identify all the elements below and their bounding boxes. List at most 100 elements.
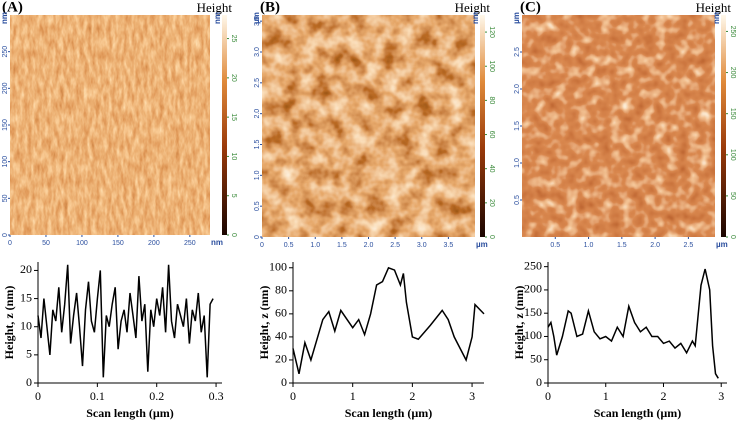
image-y-tick-label: 3.5 <box>254 16 261 26</box>
image-x-tick-label: 2.0 <box>364 242 374 249</box>
image-y-tick-label: 150 <box>2 119 9 131</box>
image-x-tick-label: 3.5 <box>444 242 454 249</box>
colorbar-tick-label: 20 <box>230 74 237 82</box>
y-axis-label: Height, z (nm) <box>2 286 16 360</box>
image-y-tick-label: 0.5 <box>254 201 261 211</box>
x-tick-label: 0.2 <box>149 389 164 403</box>
y-axis-label: Height, z (nm) <box>257 286 271 360</box>
x-tick-label: 0.3 <box>209 389 224 403</box>
image-y-tick-label: 250 <box>2 46 9 58</box>
image-x-tick-label: 50 <box>42 240 50 247</box>
image-x-tick-label: 1.5 <box>617 242 627 249</box>
image-x-tick-label: 2.5 <box>684 242 694 249</box>
profile-line <box>292 266 485 374</box>
image-x-unit: µm <box>476 240 488 249</box>
colorbar-tick-label: 10 <box>230 153 237 161</box>
y-tick-label: 200 <box>524 282 542 296</box>
image-y-tick-label: 1.0 <box>514 158 521 168</box>
image-y-tick-label: 1.5 <box>514 121 521 131</box>
colorbar-tick-label: 15 <box>230 113 237 121</box>
y-tick-label: 50 <box>530 351 542 365</box>
y-tick-label: 0 <box>536 375 542 389</box>
image-x-tick-label: 200 <box>148 240 160 247</box>
colorbar-tick-label: 0 <box>230 233 237 237</box>
image-title: Height <box>455 0 491 15</box>
colorbar-unit: nm <box>471 12 480 24</box>
colorbar <box>222 15 227 235</box>
colorbar-tick-label: 120 <box>488 26 495 38</box>
image-y-tick-label: 0.5 <box>514 195 521 205</box>
colorbar-tick-label: 80 <box>488 96 495 104</box>
y-tick-label: 5 <box>26 347 32 361</box>
colorbar-tick-label: 100 <box>729 149 736 161</box>
image-y-tick-label: 1.0 <box>254 170 261 180</box>
colorbar <box>721 15 726 237</box>
image-y-tick-label: 100 <box>2 156 9 168</box>
y-tick-label: 100 <box>524 328 542 342</box>
y-tick-label: 60 <box>275 306 287 320</box>
colorbar-tick-label: 5 <box>230 194 237 198</box>
colorbar-tick-label: 40 <box>488 165 495 173</box>
image-y-tick-label: 0 <box>254 235 261 239</box>
y-tick-label: 20 <box>275 352 287 366</box>
y-tick-label: 0 <box>26 375 32 389</box>
x-axis-label: Scan length (µm) <box>86 406 174 420</box>
image-x-tick-label: 100 <box>76 240 88 247</box>
x-tick-label: 1 <box>350 389 356 403</box>
image-x-tick-label: 150 <box>112 240 124 247</box>
image-y-tick-label: 3.0 <box>254 47 261 57</box>
image-x-unit: µm <box>716 240 728 249</box>
image-x-tick-label: 1.0 <box>310 242 320 249</box>
image-y-unit: nm <box>0 12 9 24</box>
image-x-tick-label: 3.0 <box>417 242 427 249</box>
afm-image <box>522 15 715 237</box>
image-x-tick-label: 2.5 <box>390 242 400 249</box>
y-tick-label: 10 <box>20 318 32 332</box>
x-tick-label: 2 <box>409 389 415 403</box>
colorbar-tick-label: 20 <box>488 199 495 207</box>
image-y-tick-label: 2.0 <box>514 84 521 94</box>
image-x-tick-label: 0 <box>8 240 12 247</box>
image-y-unit: µm <box>252 12 261 24</box>
x-tick-label: 0 <box>35 389 41 403</box>
x-tick-label: 0.1 <box>90 389 105 403</box>
image-x-tick-label: 250 <box>184 240 196 247</box>
image-y-tick-label: 2.5 <box>254 78 261 88</box>
colorbar-unit: nm <box>712 12 721 24</box>
colorbar-tick-label: 50 <box>729 192 736 200</box>
image-title: Height <box>197 0 233 15</box>
y-tick-label: 40 <box>275 329 287 343</box>
y-tick-label: 15 <box>20 290 32 304</box>
panel-label: (C) <box>520 0 541 15</box>
image-y-tick-label: 200 <box>2 82 9 94</box>
colorbar-tick-label: 250 <box>729 26 736 38</box>
image-y-unit: µm <box>512 12 521 24</box>
colorbar-tick-label: 200 <box>729 67 736 79</box>
x-tick-label: 0 <box>545 389 551 403</box>
x-tick-label: 0 <box>290 389 296 403</box>
image-y-tick-label: 2.0 <box>254 109 261 119</box>
image-y-tick-label: 50 <box>2 194 9 202</box>
image-y-tick-label: 2.5 <box>514 47 521 57</box>
colorbar-tick-label: 60 <box>488 131 495 139</box>
image-x-tick-label: 0.5 <box>284 242 294 249</box>
image-x-tick-label: 1.5 <box>337 242 347 249</box>
image-y-tick-label: 1.5 <box>254 140 261 150</box>
colorbar-tick-label: 0 <box>729 235 736 239</box>
panel-label: (A) <box>2 0 23 15</box>
y-tick-label: 150 <box>524 305 542 319</box>
y-tick-label: 100 <box>269 260 287 274</box>
colorbar-tick-label: 25 <box>230 35 237 43</box>
y-tick-label: 0 <box>281 375 287 389</box>
x-axis-label: Scan length (µm) <box>594 406 682 420</box>
profile-line <box>37 264 214 378</box>
x-tick-label: 2 <box>660 389 666 403</box>
x-tick-label: 3 <box>718 389 724 403</box>
colorbar-tick-label: 100 <box>488 60 495 72</box>
y-tick-label: 250 <box>524 258 542 272</box>
x-tick-label: 1 <box>603 389 609 403</box>
image-title: Height <box>696 0 732 15</box>
image-x-tick-label: 2.0 <box>650 242 660 249</box>
y-tick-label: 20 <box>20 262 32 276</box>
